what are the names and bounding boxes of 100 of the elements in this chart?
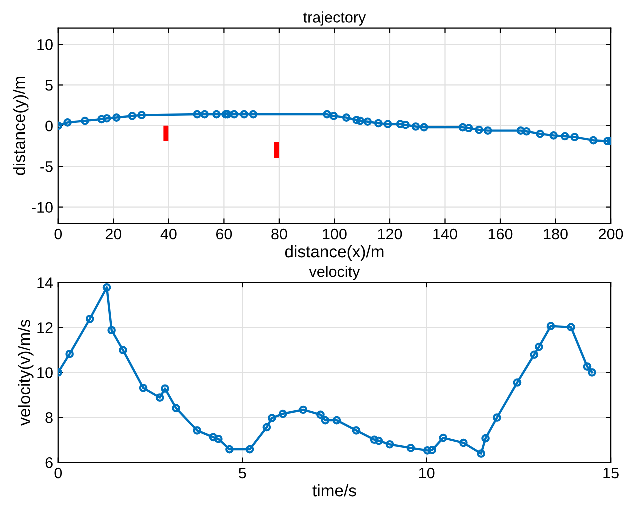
x-tick-label: 5 [238, 468, 246, 479]
point [139, 384, 148, 392]
point [536, 130, 544, 138]
point [193, 110, 202, 119]
point [209, 433, 218, 442]
point [119, 346, 128, 355]
point [374, 119, 383, 128]
y-tick-label: 0 [46, 120, 53, 132]
y-tick-label: 8 [46, 412, 53, 424]
point [316, 410, 325, 420]
point [420, 123, 428, 132]
point [522, 127, 531, 136]
y-tick-label: 5 [46, 80, 53, 91]
y-tick-label: 12 [38, 322, 53, 334]
point [583, 362, 592, 371]
point [156, 394, 164, 402]
y-axis-title: velocity(v)/m/s [18, 320, 34, 426]
point [570, 133, 580, 142]
point [214, 435, 223, 444]
point [386, 440, 394, 449]
y-axis-title: distance(y)/m [13, 77, 29, 176]
point [330, 112, 338, 120]
point [513, 378, 522, 387]
point [230, 110, 239, 119]
point [332, 416, 342, 425]
chart-title: trajectory [304, 12, 366, 26]
x-tick-label: 80 [272, 228, 288, 240]
point [249, 110, 258, 119]
point [370, 436, 379, 444]
point [352, 116, 361, 124]
point [396, 120, 405, 128]
y-tick-label: 6 [46, 457, 53, 468]
point [406, 444, 416, 452]
point [477, 450, 486, 458]
point [352, 426, 361, 435]
x-tick-label: 120 [378, 228, 402, 240]
x-axis-title: distance(x)/m [285, 245, 384, 261]
point [246, 445, 254, 454]
point [464, 124, 474, 133]
point [384, 120, 392, 128]
point [374, 436, 384, 446]
point [86, 314, 94, 324]
point [423, 446, 432, 455]
point [112, 114, 121, 122]
point [172, 404, 180, 413]
point [482, 434, 490, 443]
x-tick-label: 15 [604, 468, 619, 479]
x-tick-label: 20 [106, 228, 122, 240]
point [98, 115, 106, 124]
x-tick-label: 40 [160, 228, 177, 240]
point [262, 423, 272, 432]
point [138, 111, 146, 120]
point [323, 110, 332, 119]
point [535, 342, 544, 352]
point [567, 323, 576, 332]
point [278, 410, 288, 418]
point [102, 114, 112, 123]
x-tick-label: 180 [544, 228, 568, 240]
point [530, 350, 539, 360]
point [212, 110, 221, 119]
point [342, 114, 351, 122]
x-tick-label: 100 [323, 228, 347, 240]
point [428, 446, 437, 454]
chart-title: velocity [309, 266, 360, 280]
x-tick-label: 0 [54, 228, 62, 240]
x-tick-label: 140 [434, 228, 458, 240]
y-tick-label: 14 [38, 278, 54, 288]
point [108, 326, 116, 335]
point [458, 123, 468, 132]
point [516, 126, 526, 135]
point [412, 122, 420, 131]
x-tick-label: 200 [599, 228, 624, 240]
point [299, 406, 308, 414]
point [460, 438, 468, 448]
point [161, 384, 170, 394]
point [66, 350, 74, 358]
point [356, 116, 365, 126]
point [364, 118, 372, 126]
point [64, 118, 72, 127]
x-tick-label: 160 [488, 228, 513, 240]
point [321, 416, 330, 425]
y-tick-label: 10 [38, 39, 53, 50]
point [193, 426, 202, 435]
point [200, 110, 210, 119]
point [588, 368, 596, 377]
y-tick-label: 10 [38, 368, 53, 378]
point [475, 126, 484, 134]
point [589, 136, 598, 145]
x-tick-label: 10 [420, 468, 435, 479]
point [402, 120, 410, 130]
point [128, 112, 137, 120]
point [561, 132, 570, 141]
point [493, 414, 502, 422]
x-tick-label: 0 [54, 468, 62, 479]
point [546, 322, 556, 330]
y-tick-label: -5 [40, 162, 53, 172]
y-tick-label: -10 [32, 202, 53, 213]
x-axis-title: time/s [312, 484, 356, 497]
x-tick-label: 60 [216, 228, 232, 240]
point [268, 414, 276, 422]
